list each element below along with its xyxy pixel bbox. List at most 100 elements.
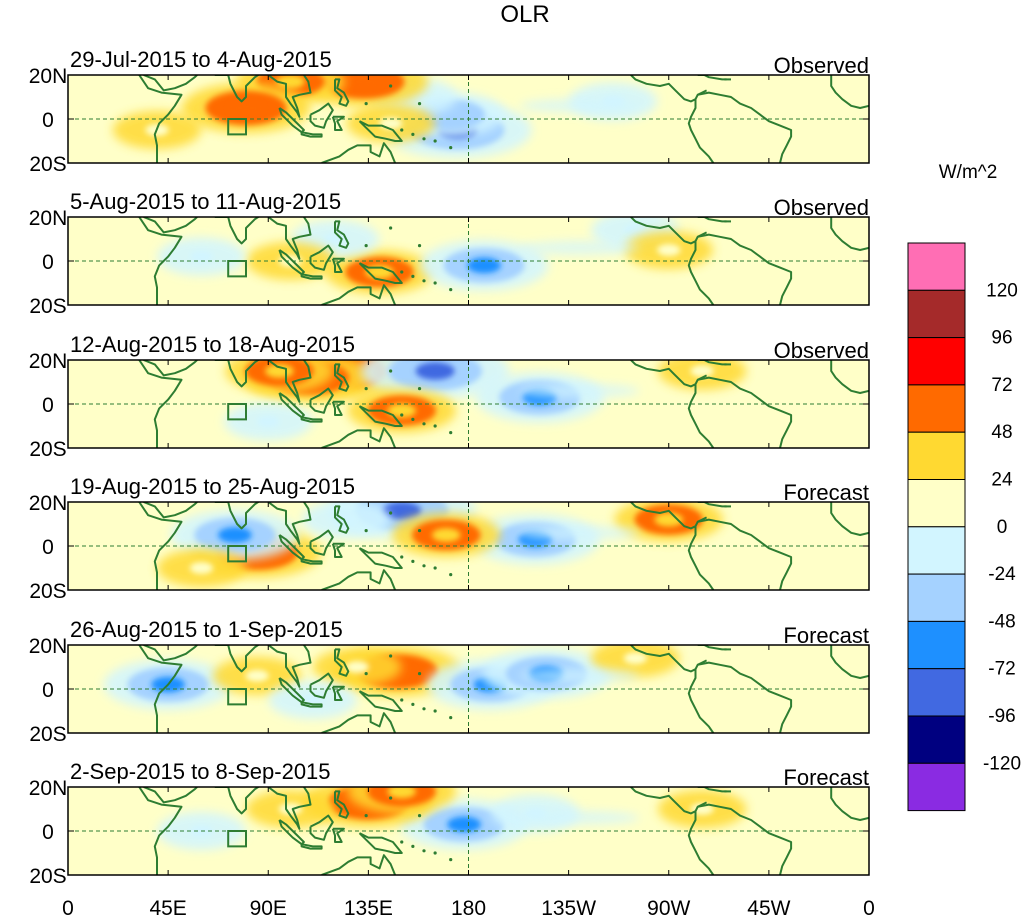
y-tick-label: 20N [29, 207, 68, 230]
y-tick-label: 20S [29, 723, 66, 746]
coastline [331, 542, 345, 558]
olr-anomaly-core [387, 403, 417, 418]
colorbar-label: -96 [988, 706, 1015, 727]
colorbar: W/m^2 120 96 72 48 24 0 -24 -48 -72 -96 -120 [907, 162, 1021, 812]
island-dot [400, 270, 404, 274]
island-dot [389, 369, 393, 373]
coastline [267, 645, 312, 688]
x-tick-label: 0 [62, 897, 74, 920]
island-dot [400, 840, 404, 844]
x-tick-label: 90W [647, 897, 690, 920]
coastline [214, 502, 261, 530]
indian-ocean-box [227, 545, 247, 563]
colorbar-swatch [907, 479, 966, 528]
colorbar-swatch [907, 289, 966, 339]
colorbar-label: -48 [988, 611, 1015, 632]
coastline [214, 645, 261, 673]
panel-status-label: Forecast [783, 623, 869, 648]
colorbar-swatch [907, 668, 966, 717]
olr-anomaly-core [229, 100, 263, 116]
x-tick-label: 0 [863, 897, 875, 920]
coastline [687, 811, 715, 875]
coastline [143, 217, 198, 234]
y-tick-label: 20S [29, 580, 66, 603]
island-dot [422, 137, 426, 141]
x-tick-label: 180 [451, 897, 486, 920]
y-tick-label: 20N [29, 350, 68, 373]
panel-status-label: Observed [774, 338, 869, 363]
coastline [138, 75, 183, 163]
coastline [331, 257, 345, 273]
island-dot [389, 84, 393, 88]
coastline [697, 91, 793, 163]
olr-anomaly-band [519, 810, 640, 825]
island-dot [417, 102, 422, 106]
coastline [331, 827, 345, 843]
coastline [300, 558, 323, 565]
panel-plot-area [68, 217, 869, 305]
x-tick-label: 45E [149, 897, 186, 920]
coastline [309, 244, 334, 271]
x-tick-label: 135W [541, 897, 596, 920]
coastline [334, 78, 350, 107]
coastline [309, 102, 334, 129]
island-dot [400, 128, 404, 132]
olr-anomaly-core [189, 562, 214, 574]
y-tick-label: 20S [29, 153, 66, 176]
indian-ocean-box [227, 118, 247, 136]
coastline [334, 790, 350, 819]
coastline [697, 645, 727, 651]
island-dot [389, 654, 393, 658]
y-tick-label: 0 [42, 394, 54, 417]
coastline [687, 384, 715, 448]
panel-plot-area [68, 502, 869, 590]
island-dot [449, 146, 453, 150]
olr-anomaly-core [415, 362, 455, 380]
olr-anomaly-core [467, 257, 501, 274]
olr-anomaly-core [436, 107, 465, 122]
coastline [143, 502, 198, 519]
coastline [697, 518, 793, 590]
colorbar-label: 0 [997, 517, 1008, 538]
coastline [300, 273, 323, 280]
y-tick-label: 0 [42, 821, 54, 844]
panel-6: 20N 0 20S 2-Sep-2015 to 8-Sep-2015 Forecast [29, 759, 870, 888]
colorbar-units: W/m^2 [939, 162, 998, 183]
olr-anomaly-core [347, 75, 381, 90]
coastline [830, 645, 869, 679]
x-axis: 0 45E 90E 135E 180 135W 90W 45W 0 [62, 897, 875, 920]
coastline [697, 803, 793, 875]
coastline [278, 107, 305, 134]
coastline [278, 534, 305, 561]
y-tick-label: 20S [29, 865, 66, 888]
coastline [143, 75, 198, 92]
coastline [687, 526, 715, 590]
coastline [687, 241, 715, 305]
coastline [300, 416, 323, 423]
colorbar-swatch [907, 573, 966, 622]
colorbar-label: 24 [991, 470, 1013, 491]
y-tick-label: 20N [29, 65, 68, 88]
panel-period-label: 2-Sep-2015 to 8-Sep-2015 [70, 759, 331, 784]
coastline [697, 661, 793, 733]
colorbar-label: 96 [991, 328, 1012, 349]
coastline [267, 360, 312, 403]
coastline [331, 400, 345, 416]
olr-anomaly-core [690, 365, 714, 377]
coastline [334, 363, 350, 392]
olr-anomaly-core [345, 661, 369, 673]
olr-anomaly-core [382, 502, 422, 520]
panel-plot-area [68, 360, 869, 448]
coastline [697, 217, 727, 223]
coastline [321, 569, 397, 590]
panels-group: 20N 0 20S 29-Jul-2015 to 4-Aug-2015 Observed… [29, 47, 870, 888]
coastline [334, 648, 350, 677]
coastline [214, 360, 261, 388]
colorbar-swatch [907, 526, 966, 575]
island-dot [422, 422, 426, 426]
colorbar-swatch [907, 384, 966, 433]
island-dot [389, 226, 393, 230]
panel-status-label: Observed [774, 195, 869, 220]
colorbar-swatch [907, 715, 966, 764]
island-dot [417, 529, 422, 533]
